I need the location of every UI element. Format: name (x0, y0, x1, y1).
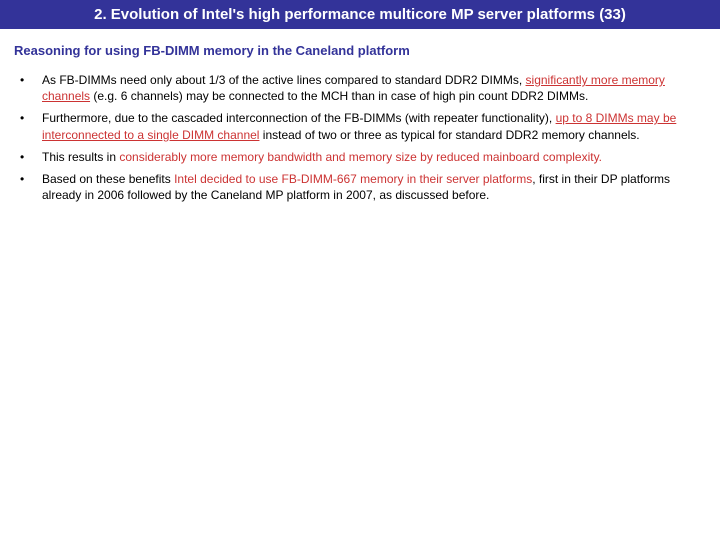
bullet-marker-icon: • (14, 110, 42, 126)
bullet-text: Furthermore, due to the cascaded interco… (42, 110, 706, 142)
bullet-segment: (e.g. 6 channels) may be connected to th… (90, 89, 588, 103)
bullet-highlight: Intel decided to use FB-DIMM-667 memory … (174, 172, 532, 186)
bullet-highlight: considerably more memory bandwidth and m… (119, 150, 602, 164)
bullet-marker-icon: • (14, 72, 42, 88)
bullet-segment: This results in (42, 150, 119, 164)
bullet-text: As FB-DIMMs need only about 1/3 of the a… (42, 72, 706, 104)
list-item: • Based on these benefits Intel decided … (14, 171, 706, 203)
bullet-text: This results in considerably more memory… (42, 149, 706, 165)
bullet-segment: Based on these benefits (42, 172, 174, 186)
list-item: • As FB-DIMMs need only about 1/3 of the… (14, 72, 706, 104)
bullet-segment: Furthermore, due to the cascaded interco… (42, 111, 556, 125)
bullet-segment: instead of two or three as typical for s… (259, 128, 639, 142)
slide-title: 2. Evolution of Intel's high performance… (0, 0, 720, 29)
bullet-segment: As FB-DIMMs need only about 1/3 of the a… (42, 73, 526, 87)
list-item: • This results in considerably more memo… (14, 149, 706, 165)
bullet-text: Based on these benefits Intel decided to… (42, 171, 706, 203)
slide-subheading: Reasoning for using FB-DIMM memory in th… (14, 43, 720, 58)
bullet-marker-icon: • (14, 171, 42, 187)
list-item: • Furthermore, due to the cascaded inter… (14, 110, 706, 142)
bullet-marker-icon: • (14, 149, 42, 165)
bullet-list: • As FB-DIMMs need only about 1/3 of the… (14, 72, 706, 203)
